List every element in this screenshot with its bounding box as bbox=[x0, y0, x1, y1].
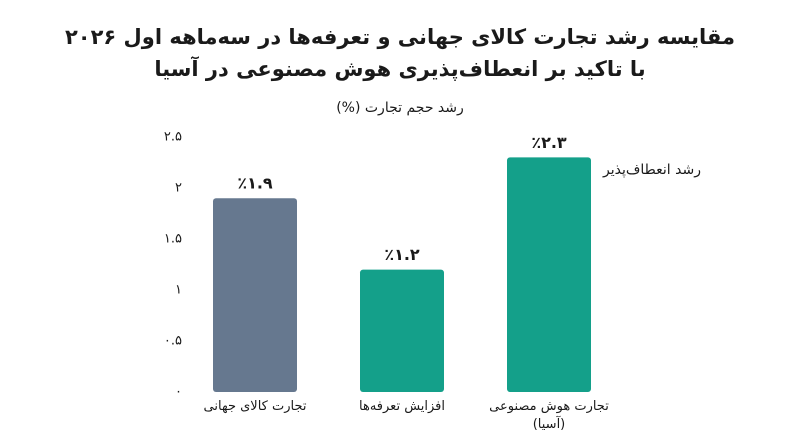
y-tick-label: ۱ bbox=[175, 283, 182, 298]
y-tick-label: ۲.۵ bbox=[164, 130, 182, 145]
chart-subtitle: با تاکید بر انعطاف‌پذیری هوش مصنوعی در آ… bbox=[154, 56, 645, 81]
bar bbox=[507, 157, 591, 392]
bar bbox=[360, 269, 444, 392]
value-label: ٪۱.۲ bbox=[384, 245, 420, 264]
x-tick-label: افزایش تعرفه‌ها bbox=[359, 399, 445, 414]
x-tick-label: تجارت هوش مصنوعی (آسیا) bbox=[489, 399, 609, 432]
x-tick-label: تجارت کالای جهانی bbox=[203, 399, 307, 414]
annotation: رشد انعطاف‌پذیر bbox=[602, 162, 701, 178]
y-tick-label: ۰.۵ bbox=[164, 334, 182, 349]
y-tick-label: ۲ bbox=[175, 181, 182, 196]
value-label: ٪۱.۹ bbox=[237, 174, 273, 193]
y-tick-label: ۰ bbox=[175, 385, 182, 400]
chart-title: مقایسه رشد تجارت کالای جهانی و تعرفه‌ها … bbox=[65, 25, 735, 49]
value-label: ٪۲.۳ bbox=[531, 133, 567, 152]
y-tick-label: ۱.۵ bbox=[164, 232, 182, 247]
y-axis-label: رشد حجم تجارت (%) bbox=[336, 100, 464, 116]
bar bbox=[213, 198, 297, 392]
